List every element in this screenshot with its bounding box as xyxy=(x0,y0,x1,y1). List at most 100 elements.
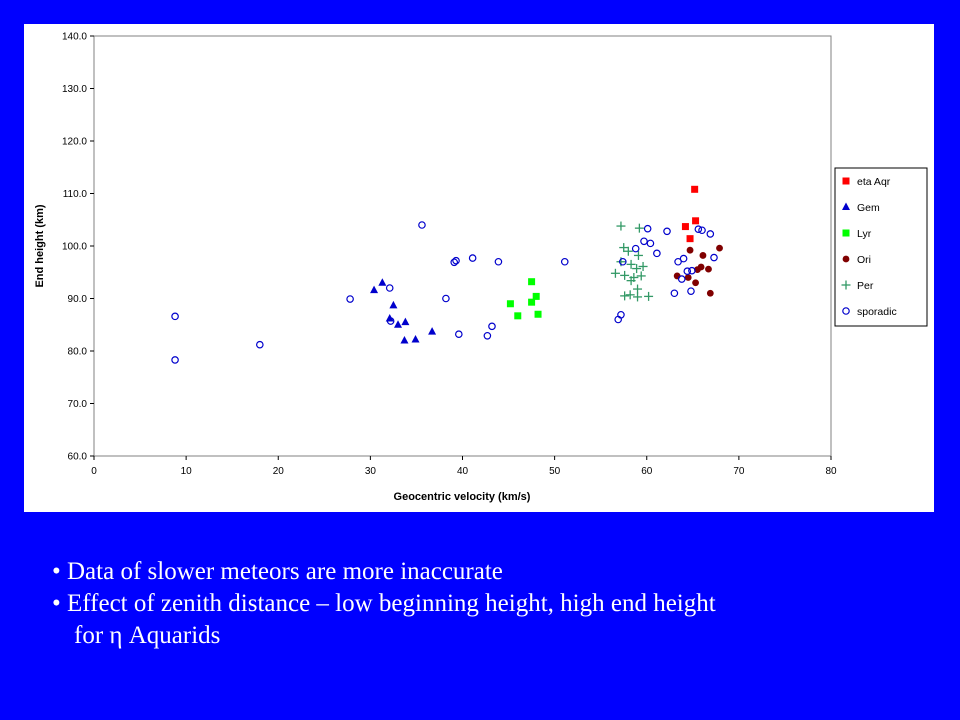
point-sporadic xyxy=(710,253,718,262)
x-tick-label: 40 xyxy=(457,466,469,477)
point-sporadic xyxy=(452,256,460,265)
point-per xyxy=(633,250,643,260)
bullet-zenith-distance-continued: for η Aquarids xyxy=(74,622,221,649)
point-gem xyxy=(400,336,409,344)
point-per xyxy=(634,223,644,233)
point-sporadic xyxy=(706,230,715,238)
point-sporadic xyxy=(442,294,450,303)
point-gem xyxy=(389,300,398,309)
point-sporadic xyxy=(640,237,648,246)
point-sporadic xyxy=(643,224,652,233)
legend-label-per: Per xyxy=(857,280,874,292)
bullet-zenith-distance: • Effect of zenith distance – low beginn… xyxy=(52,590,716,617)
x-tick-label: 10 xyxy=(181,466,193,477)
point-ori xyxy=(699,252,707,259)
bullet-list: • Data of slower meteors are more inaccu… xyxy=(52,556,942,652)
point-sporadic xyxy=(386,317,395,325)
x-tick-label: 30 xyxy=(365,466,377,477)
point-per xyxy=(644,291,654,301)
legend-box xyxy=(834,167,928,327)
y-tick-label: 80.0 xyxy=(68,347,88,358)
x-tick-label: 70 xyxy=(733,466,745,477)
point-lyr xyxy=(534,310,542,318)
x-tick-label: 60 xyxy=(641,466,653,477)
y-tick-label: 120.0 xyxy=(62,137,87,148)
point-sporadic xyxy=(494,257,503,266)
legend-marker-ori xyxy=(842,255,850,263)
point-per xyxy=(633,284,643,294)
point-ori xyxy=(706,289,714,297)
point-lyr xyxy=(528,278,536,286)
point-gem xyxy=(401,317,410,326)
point-ori xyxy=(705,265,712,273)
y-tick-label: 70.0 xyxy=(68,399,88,410)
bullet-slower-meteors: • Data of slower meteors are more inaccu… xyxy=(52,558,503,585)
point-per xyxy=(625,290,635,300)
point-sporadic xyxy=(468,254,477,262)
y-tick-label: 60.0 xyxy=(68,452,88,463)
point-eta-aqr xyxy=(692,217,700,225)
point-lyr xyxy=(528,298,536,306)
point-sporadic xyxy=(450,258,459,267)
point-sporadic xyxy=(483,331,492,340)
y-tick-label: 130.0 xyxy=(62,84,87,95)
point-sporadic xyxy=(618,257,627,266)
point-sporadic xyxy=(385,284,394,292)
point-per xyxy=(632,264,642,274)
point-per xyxy=(616,221,626,231)
point-per xyxy=(636,271,646,281)
point-sporadic xyxy=(488,322,496,331)
point-gem xyxy=(378,278,387,286)
point-sporadic xyxy=(560,257,569,266)
point-sporadic xyxy=(346,295,354,303)
point-gem xyxy=(394,320,403,328)
data-points xyxy=(171,185,723,364)
point-sporadic xyxy=(631,244,640,253)
point-sporadic xyxy=(646,239,655,248)
point-ori xyxy=(684,274,692,281)
axes: 60.0 70.0 80.0 90.0 100.0 110.0 120.0 130.0 140.… xyxy=(62,32,837,478)
point-per xyxy=(610,268,620,278)
x-tick-label: 20 xyxy=(273,466,285,477)
point-sporadic xyxy=(455,330,463,339)
point-ori xyxy=(673,272,681,280)
point-gem xyxy=(370,285,379,294)
y-tick-label: 110.0 xyxy=(63,189,88,200)
point-per xyxy=(638,261,648,271)
point-per xyxy=(633,292,643,302)
point-sporadic xyxy=(688,266,696,275)
legend-label-eta-aqr: eta Aqr xyxy=(857,176,891,188)
point-eta-aqr xyxy=(686,235,694,243)
point-sporadic xyxy=(670,289,679,298)
y-tick-label: 90.0 xyxy=(68,294,88,305)
legend-marker-per xyxy=(841,280,851,290)
point-eta-aqr xyxy=(691,185,699,193)
point-ori xyxy=(697,263,705,271)
legend-marker-gem xyxy=(842,202,850,210)
legend-label-lyr: Lyr xyxy=(857,228,872,240)
point-sporadic xyxy=(653,249,661,258)
legend: eta Aqr Gem Lyr Ori Per sporadic xyxy=(834,167,928,327)
chart-panel: 60.0 70.0 80.0 90.0 100.0 110.0 120.0 130.0 140.… xyxy=(24,24,934,512)
point-sporadic xyxy=(687,287,695,295)
legend-label-sporadic: sporadic xyxy=(857,306,897,318)
point-sporadic xyxy=(679,254,688,263)
x-axis-label: Geocentric velocity (km/s) xyxy=(394,491,531,503)
x-tick-label: 50 xyxy=(549,466,561,477)
x-tick-label: 80 xyxy=(825,466,837,477)
point-eta-aqr xyxy=(681,223,689,231)
point-per xyxy=(626,276,636,286)
legend-items: eta Aqr Gem Lyr Ori Per sporadic xyxy=(841,176,897,318)
point-sporadic xyxy=(663,227,671,236)
point-sporadic xyxy=(256,340,264,349)
point-sporadic xyxy=(418,221,426,229)
point-per xyxy=(619,243,629,253)
legend-marker-eta-aqr xyxy=(842,177,850,185)
legend-label-gem: Gem xyxy=(857,202,880,214)
point-sporadic xyxy=(694,225,703,234)
point-sporadic xyxy=(171,356,179,364)
point-ori xyxy=(692,279,699,287)
point-gem xyxy=(428,327,437,335)
point-sporadic xyxy=(617,310,625,319)
legend-marker-sporadic xyxy=(842,307,850,315)
